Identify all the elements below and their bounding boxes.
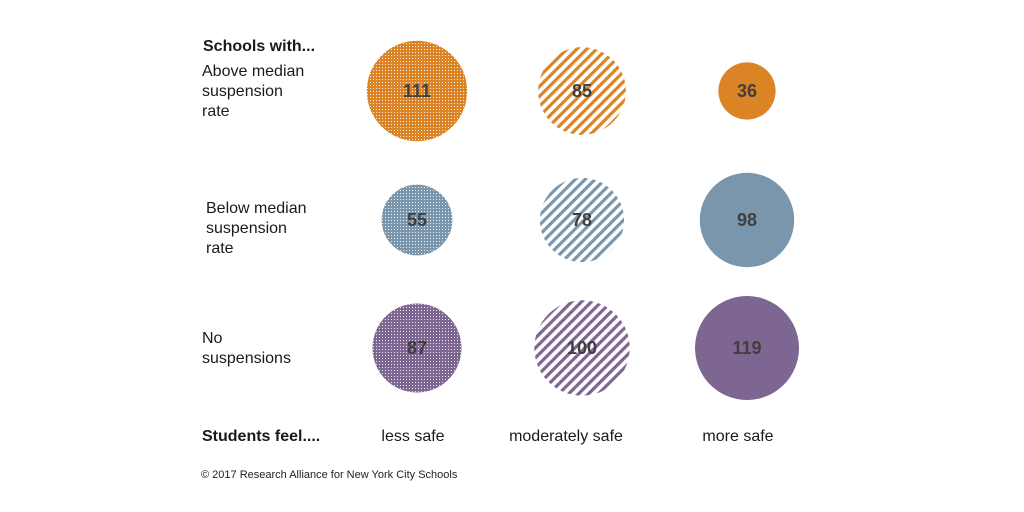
row-label-line: rate — [202, 103, 230, 120]
row-label-line: No — [202, 330, 223, 347]
bubble-value-label: 98 — [737, 210, 757, 230]
bubble-value-label: 55 — [407, 210, 427, 230]
bubble — [539, 177, 625, 263]
bubble-value-label: 111 — [403, 81, 431, 101]
row-label: Above median suspension rate — [202, 63, 304, 120]
column-label: more safe — [702, 428, 773, 445]
bubble — [381, 184, 453, 256]
bubble-value-label: 119 — [732, 338, 761, 358]
row-label-line: Below median — [206, 200, 307, 217]
bubble-value-label: 78 — [572, 210, 592, 230]
row-label-line: Above median — [202, 63, 304, 80]
bubble — [372, 303, 462, 393]
bubble-value-label: 100 — [567, 338, 597, 358]
bubble-value-label: 36 — [737, 81, 757, 101]
row-label: No suspensions — [202, 330, 291, 367]
row-label: Below median suspension rate — [206, 200, 307, 257]
credit: © 2017 Research Alliance for New York Ci… — [201, 469, 458, 481]
row-header: Schools with... — [203, 38, 315, 55]
bubble-value-label: 85 — [572, 81, 592, 101]
column-label: less safe — [381, 428, 444, 445]
row-label-line: rate — [206, 240, 234, 257]
bubble-value-label: 87 — [407, 338, 427, 358]
bubble — [695, 296, 799, 400]
bubble — [366, 40, 468, 142]
row-label-line: suspensions — [202, 350, 291, 367]
bubble — [534, 300, 630, 396]
bubble — [718, 62, 776, 120]
row-label-line: suspension — [202, 83, 283, 100]
bubble — [538, 47, 626, 135]
bubble — [699, 172, 795, 268]
column-header: Students feel.... — [202, 428, 320, 445]
column-label: moderately safe — [509, 428, 623, 445]
row-label-line: suspension — [206, 220, 287, 237]
